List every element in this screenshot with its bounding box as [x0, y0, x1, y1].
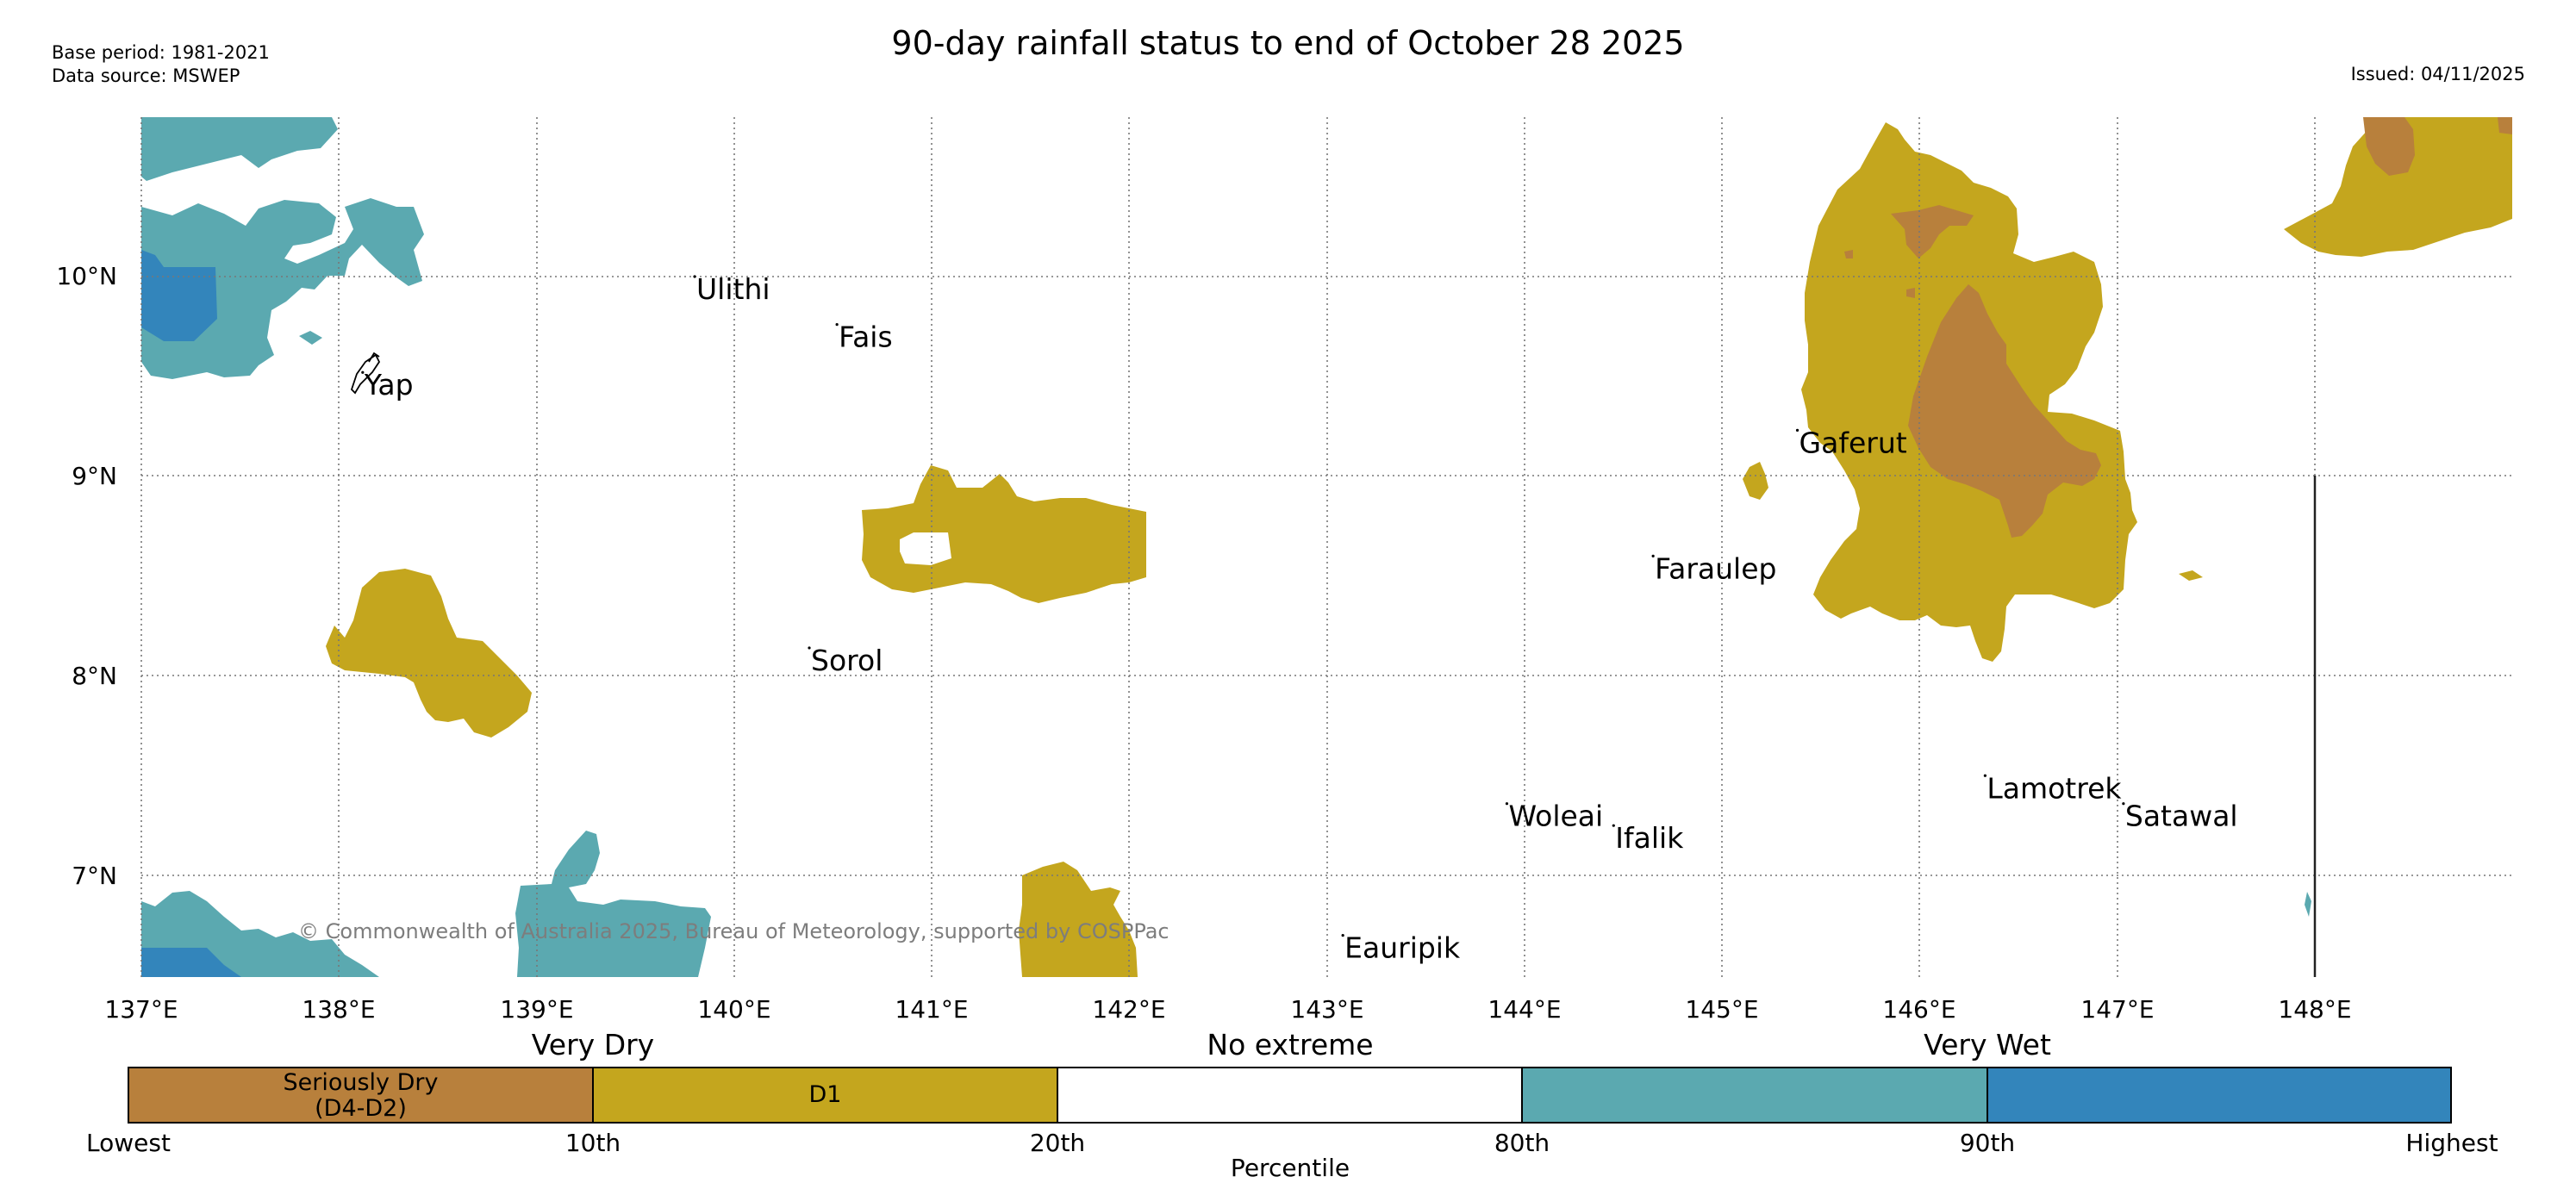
percentile-tick-90th: 90th [1959, 1129, 2016, 1157]
place-label: Woleai [1508, 800, 1603, 833]
legend-segment-above-90th [1987, 1067, 2452, 1124]
place-label: Ulithi [696, 272, 770, 306]
lon-label: 141°E [895, 995, 968, 1024]
legend-segment-label: D1 [808, 1081, 842, 1108]
issued-date: Issued: 04/11/2025 [2350, 64, 2525, 84]
lon-label: 137°E [104, 995, 178, 1024]
place-label: Gaferut [1799, 426, 1907, 459]
legend-category-very-dry: Very Dry [531, 1028, 655, 1061]
place-marker [835, 323, 839, 327]
lon-label: 144°E [1488, 995, 1561, 1024]
legend-category-very-wet: Very Wet [1924, 1028, 2051, 1061]
lat-label: 7°N [72, 862, 117, 890]
copyright-notice: © Commonwealth of Australia 2025, Bureau… [298, 919, 1169, 943]
place-marker [693, 275, 696, 278]
percentile-axis-title: Percentile [1230, 1154, 1350, 1182]
legend-segment-label: Seriously Dry [283, 1069, 439, 1096]
very-wet-area-nw [141, 117, 338, 181]
dry-d1-east-small [2179, 570, 2203, 581]
legend-segment-d1: D1 [593, 1067, 1057, 1124]
highest-area-sw [141, 948, 241, 977]
place-marker [1983, 774, 1987, 777]
place-marker [1612, 824, 1615, 827]
place-marker [1505, 802, 1509, 806]
percentile-tick-10th: 10th [564, 1129, 621, 1157]
seriously-dry-east-core [1908, 284, 2101, 538]
lon-label: 140°E [697, 995, 770, 1024]
lat-label: 8°N [72, 662, 117, 690]
dry-d1-yap-south [326, 569, 532, 738]
place-marker [2122, 802, 2125, 806]
meta-info: Base period: 1981-2021 Data source: MSWE… [52, 41, 270, 88]
lon-label: 143°E [1290, 995, 1363, 1024]
lon-label: 142°E [1092, 995, 1165, 1024]
lon-label: 147°E [2080, 995, 2154, 1024]
gridlines [140, 117, 2512, 977]
no-extreme-hole [900, 532, 951, 565]
lat-label: 9°N [72, 462, 117, 490]
seriously-dry-dot1 [1844, 250, 1853, 258]
data-source: Data source: MSWEP [52, 65, 240, 86]
percentile-tick-highest: Highest [2405, 1129, 2498, 1157]
very-wet-area-south [515, 831, 711, 977]
very-wet-area-west [141, 198, 424, 379]
seriously-dry-ne-edge [2498, 117, 2512, 134]
highest-area-west [141, 250, 217, 341]
seriously-dry-ne [2363, 117, 2415, 176]
rainfall-anomaly-fields [141, 117, 2512, 977]
place-marker [361, 370, 365, 374]
seriously-dry-dot2 [1906, 288, 1915, 298]
lon-label: 138°E [302, 995, 375, 1024]
dry-d1-south [1019, 862, 1138, 977]
place-labels: Ulithi Fais Yap Gaferut Faraulep Sorol Woleai I… [361, 272, 2238, 965]
percentile-tick-lowest: Lowest [86, 1129, 171, 1157]
place-marker [1341, 934, 1344, 937]
dry-d1-ne [2284, 117, 2512, 257]
dry-d1-gaferut-spot [1743, 462, 1768, 500]
base-period: Base period: 1981-2021 [52, 42, 270, 63]
yap-island-outline [350, 352, 381, 395]
place-label: Ifalik [1615, 821, 1684, 855]
place-label: Yap [364, 368, 414, 402]
place-label: Eauripik [1344, 931, 1461, 965]
legend-segment-no-extreme [1057, 1067, 1522, 1124]
legend-category-no-extreme: No extreme [1207, 1028, 1374, 1061]
legend-segment-sublabel: (D4-D2) [315, 1095, 407, 1122]
lat-label: 10°N [56, 262, 117, 290]
percentile-tick-20th: 20th [1029, 1129, 1086, 1157]
legend-segment-seriously-dry: Seriously Dry (D4-D2) [128, 1067, 593, 1124]
dry-d1-central [862, 465, 1146, 603]
place-label: Faraulep [1655, 551, 1776, 585]
lon-label: 146°E [1882, 995, 1955, 1024]
lon-label: 148°E [2278, 995, 2351, 1024]
percentile-tick-80th: 80th [1494, 1129, 1550, 1157]
place-label: Sorol [811, 644, 883, 677]
seriously-dry-east [1891, 205, 1974, 258]
lon-label: 145°E [1685, 995, 1758, 1024]
place-label: Lamotrek [1987, 771, 2122, 805]
place-marker [1651, 554, 1655, 557]
very-wet-dot-east [2305, 892, 2311, 917]
lon-label: 139°E [500, 995, 573, 1024]
place-marker [808, 646, 811, 650]
page-title: 90-day rainfall status to end of October… [891, 24, 1685, 62]
place-marker [1795, 428, 1799, 433]
place-label: Fais [839, 321, 893, 354]
legend-segment-80th-90th [1522, 1067, 1987, 1124]
place-label: Satawal [2125, 800, 2238, 833]
very-wet-area-small [299, 331, 322, 345]
